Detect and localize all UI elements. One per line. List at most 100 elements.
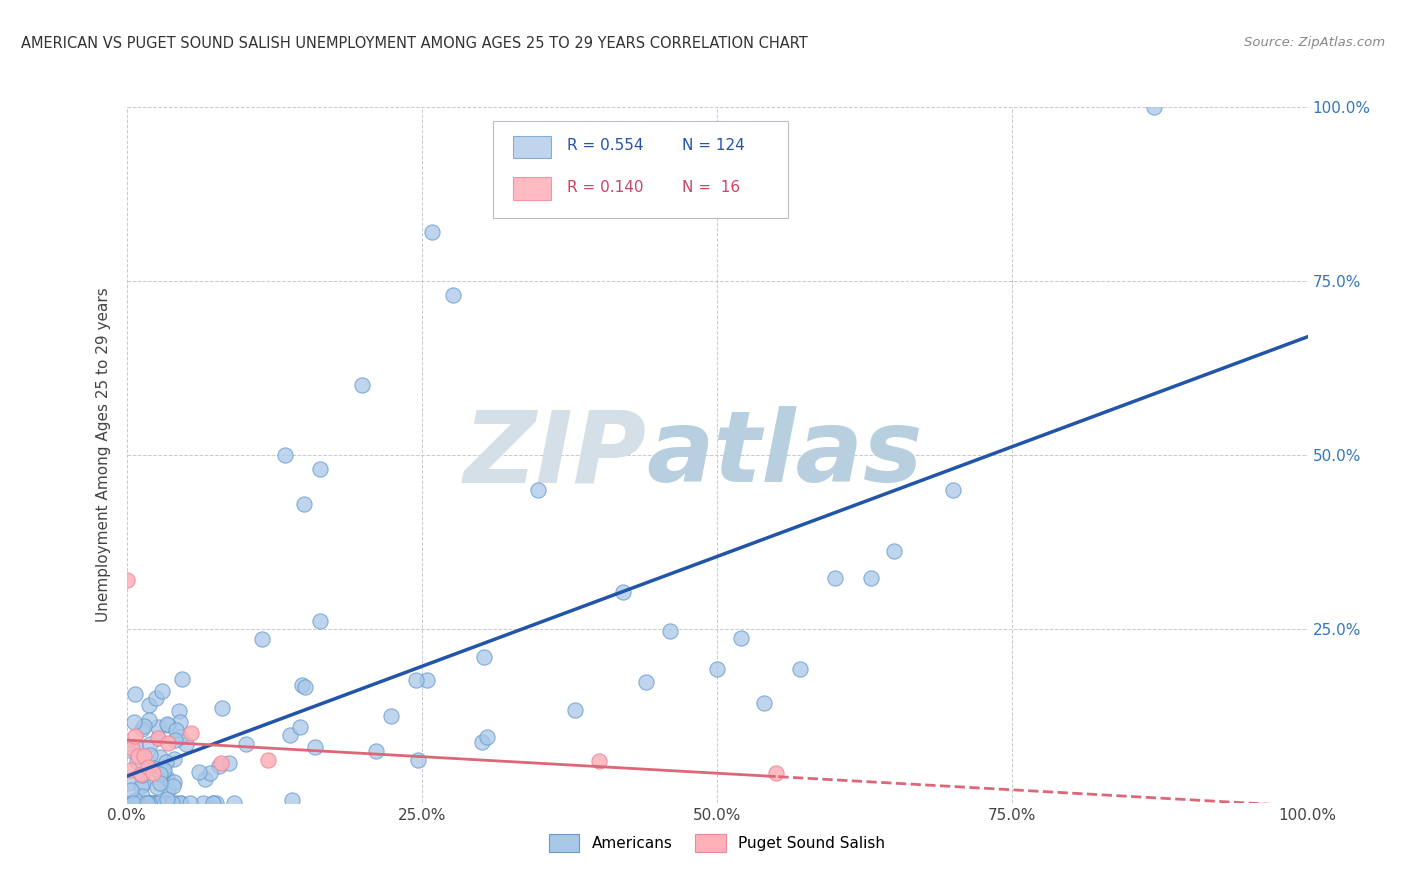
Point — [187, 765, 209, 780]
Point — [475, 731, 498, 745]
Point — [636, 675, 658, 690]
Point — [129, 779, 152, 793]
Point — [257, 753, 280, 767]
Point — [291, 678, 314, 692]
Point — [208, 758, 231, 772]
Point — [136, 760, 159, 774]
Point — [121, 741, 143, 756]
Point — [131, 768, 153, 782]
Point — [156, 718, 179, 732]
Point — [198, 766, 221, 780]
Text: AMERICAN VS PUGET SOUND SALISH UNEMPLOYMENT AMONG AGES 25 TO 29 YEARS CORRELATIO: AMERICAN VS PUGET SOUND SALISH UNEMPLOYM… — [21, 36, 808, 51]
Point — [205, 796, 228, 810]
Point — [294, 681, 316, 695]
Point — [366, 744, 388, 758]
Point — [138, 796, 160, 810]
Point — [122, 714, 145, 729]
Point — [163, 775, 186, 789]
Point — [156, 717, 179, 731]
Point — [169, 730, 191, 744]
Point — [789, 662, 811, 676]
Point — [156, 736, 179, 750]
Point — [124, 687, 146, 701]
Text: R = 0.140: R = 0.140 — [567, 179, 644, 194]
Point — [136, 796, 159, 810]
Point — [658, 624, 681, 638]
Point — [280, 793, 302, 807]
Point — [141, 766, 163, 780]
Point — [527, 483, 550, 497]
Point — [416, 673, 439, 687]
Point — [132, 719, 155, 733]
Point — [706, 662, 728, 676]
Point — [165, 733, 187, 747]
Point — [146, 780, 169, 794]
Point — [156, 791, 179, 805]
Point — [201, 796, 224, 810]
Point — [155, 755, 177, 769]
Point — [145, 690, 167, 705]
Point — [191, 796, 214, 810]
Point — [134, 749, 156, 764]
Point — [136, 796, 159, 810]
Point — [138, 747, 160, 762]
Point — [162, 780, 184, 794]
Y-axis label: Unemployment Among Ages 25 to 29 years: Unemployment Among Ages 25 to 29 years — [96, 287, 111, 623]
Point — [138, 714, 160, 728]
Point — [167, 704, 190, 718]
Point — [883, 543, 905, 558]
Point — [194, 772, 217, 786]
Point — [138, 698, 160, 712]
Point — [765, 765, 787, 780]
Point — [121, 796, 143, 810]
Point — [209, 756, 232, 770]
FancyBboxPatch shape — [492, 121, 787, 219]
Point — [131, 722, 153, 736]
Point — [152, 765, 174, 780]
Point — [588, 755, 610, 769]
Point — [139, 796, 162, 810]
Point — [134, 796, 156, 810]
Point — [201, 796, 224, 810]
Point — [142, 761, 165, 775]
Point — [121, 796, 143, 810]
Point — [163, 752, 186, 766]
Point — [153, 796, 176, 810]
Point — [218, 756, 240, 770]
Point — [148, 796, 170, 810]
FancyBboxPatch shape — [513, 178, 551, 200]
Point — [127, 748, 149, 763]
Point — [139, 796, 162, 810]
Text: N = 124: N = 124 — [682, 137, 744, 153]
Point — [420, 225, 443, 239]
Point — [824, 571, 846, 585]
Point — [150, 684, 173, 698]
Point — [127, 796, 149, 810]
Point — [131, 777, 153, 791]
Point — [118, 775, 141, 789]
Point — [292, 497, 315, 511]
Point — [235, 737, 257, 751]
Text: Source: ZipAtlas.com: Source: ZipAtlas.com — [1244, 36, 1385, 49]
Point — [120, 763, 142, 777]
Text: ZIP: ZIP — [463, 407, 647, 503]
Text: R = 0.554: R = 0.554 — [567, 137, 644, 153]
Text: atlas: atlas — [647, 407, 922, 503]
Point — [211, 701, 233, 715]
Point — [406, 753, 429, 767]
Point — [472, 650, 495, 665]
Point — [222, 796, 245, 810]
Point — [143, 796, 166, 810]
Point — [139, 737, 162, 751]
Legend: Americans, Puget Sound Salish: Americans, Puget Sound Salish — [543, 828, 891, 858]
Point — [149, 750, 172, 764]
Point — [174, 737, 197, 751]
Point — [149, 776, 172, 790]
Point — [180, 726, 202, 740]
Point — [124, 729, 146, 743]
Point — [156, 772, 179, 786]
Point — [127, 754, 149, 768]
Point — [288, 720, 311, 734]
Point — [142, 796, 165, 810]
FancyBboxPatch shape — [513, 136, 551, 158]
